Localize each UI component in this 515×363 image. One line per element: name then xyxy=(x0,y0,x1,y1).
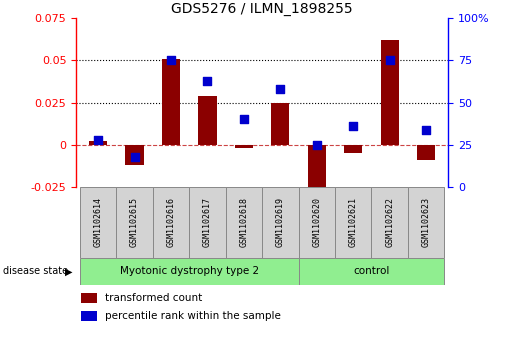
Point xyxy=(240,117,248,122)
Text: GSM1102623: GSM1102623 xyxy=(422,197,431,247)
Bar xyxy=(381,40,399,145)
Title: GDS5276 / ILMN_1898255: GDS5276 / ILMN_1898255 xyxy=(171,2,353,16)
Bar xyxy=(126,145,144,165)
Text: GSM1102617: GSM1102617 xyxy=(203,197,212,247)
FancyBboxPatch shape xyxy=(80,258,299,285)
Text: GSM1102615: GSM1102615 xyxy=(130,197,139,247)
FancyBboxPatch shape xyxy=(335,187,371,258)
FancyBboxPatch shape xyxy=(371,187,408,258)
FancyBboxPatch shape xyxy=(189,187,226,258)
Text: ▶: ▶ xyxy=(65,266,73,276)
Text: GSM1102614: GSM1102614 xyxy=(94,197,102,247)
FancyBboxPatch shape xyxy=(299,258,444,285)
FancyBboxPatch shape xyxy=(80,187,116,258)
Bar xyxy=(344,145,363,153)
Bar xyxy=(81,293,97,303)
Bar xyxy=(271,102,289,145)
Bar xyxy=(307,145,326,200)
Text: transformed count: transformed count xyxy=(105,293,202,303)
FancyBboxPatch shape xyxy=(408,187,444,258)
Bar xyxy=(162,59,180,145)
Text: control: control xyxy=(353,266,390,276)
Text: Myotonic dystrophy type 2: Myotonic dystrophy type 2 xyxy=(119,266,259,276)
FancyBboxPatch shape xyxy=(116,187,153,258)
FancyBboxPatch shape xyxy=(299,187,335,258)
Text: GSM1102622: GSM1102622 xyxy=(385,197,394,247)
Text: GSM1102620: GSM1102620 xyxy=(312,197,321,247)
Text: GSM1102618: GSM1102618 xyxy=(239,197,248,247)
Point xyxy=(203,78,212,83)
Text: percentile rank within the sample: percentile rank within the sample xyxy=(105,311,281,321)
Bar xyxy=(89,141,107,145)
Point xyxy=(313,142,321,148)
Point xyxy=(386,57,394,63)
Bar xyxy=(417,145,435,160)
Text: GSM1102616: GSM1102616 xyxy=(166,197,176,247)
Text: GSM1102619: GSM1102619 xyxy=(276,197,285,247)
FancyBboxPatch shape xyxy=(226,187,262,258)
Point xyxy=(276,86,284,92)
Bar xyxy=(235,145,253,148)
Point xyxy=(167,57,175,63)
Point xyxy=(130,154,139,159)
Bar xyxy=(198,96,217,145)
Text: disease state: disease state xyxy=(3,266,67,276)
FancyBboxPatch shape xyxy=(153,187,189,258)
Point xyxy=(422,127,431,132)
FancyBboxPatch shape xyxy=(262,187,299,258)
Bar xyxy=(81,311,97,321)
Point xyxy=(94,137,102,143)
Point xyxy=(349,123,357,129)
Text: GSM1102621: GSM1102621 xyxy=(349,197,358,247)
